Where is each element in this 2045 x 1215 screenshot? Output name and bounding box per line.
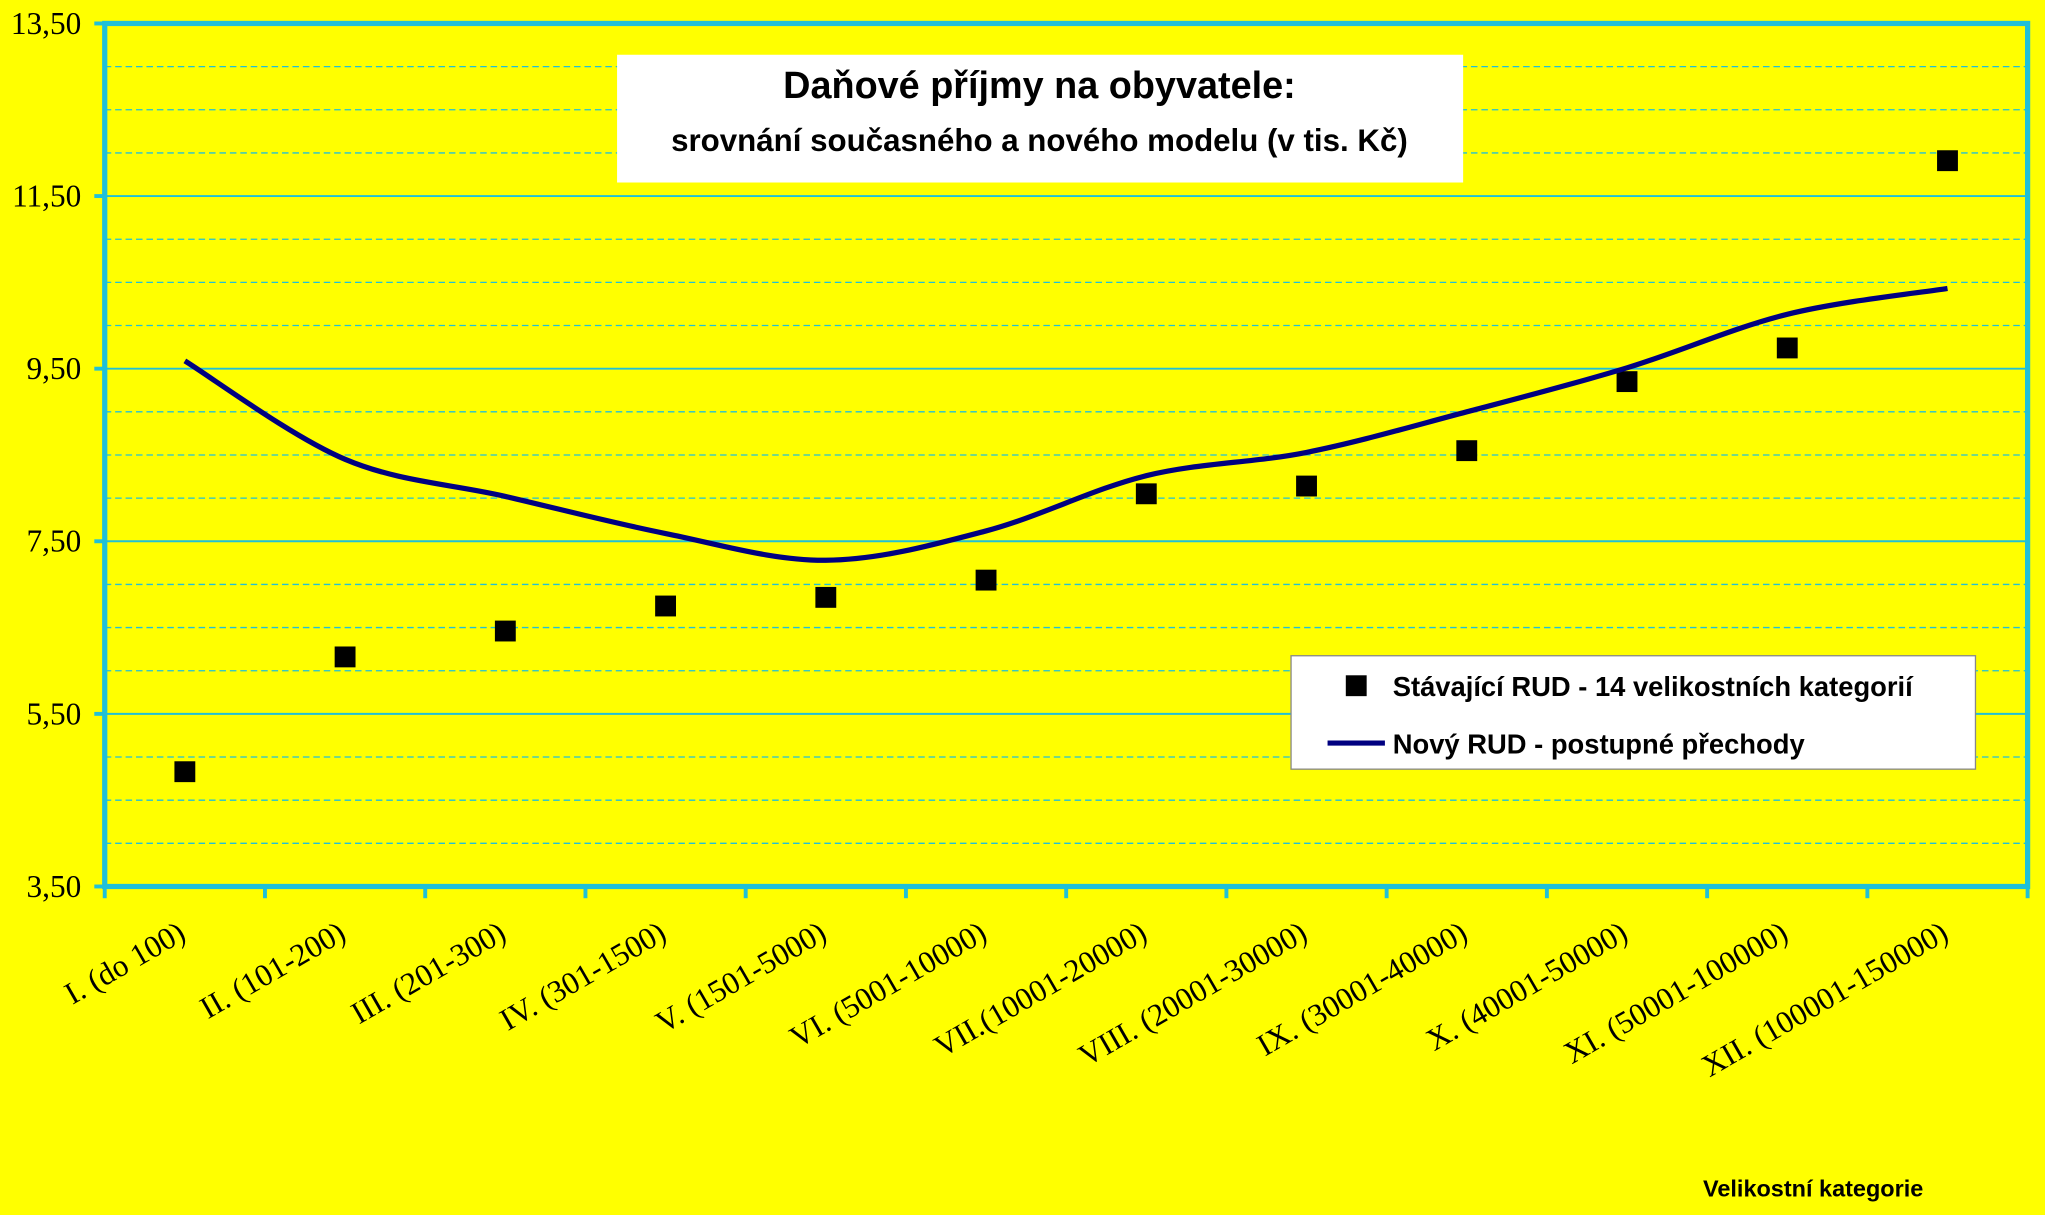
marker bbox=[1456, 440, 1478, 462]
y-tick-label: 3,50 bbox=[27, 869, 82, 904]
marker bbox=[1616, 371, 1638, 393]
marker bbox=[815, 586, 837, 608]
legend-label: Stávající RUD - 14 velikostních kategori… bbox=[1393, 671, 1914, 702]
y-tick-label: 13,50 bbox=[11, 6, 81, 41]
y-tick-label: 11,50 bbox=[12, 178, 81, 213]
line bbox=[183, 285, 1948, 563]
marker bbox=[494, 620, 516, 642]
legend bbox=[1290, 655, 1977, 770]
y-tick-label: 7,50 bbox=[27, 524, 82, 559]
marker bbox=[975, 569, 997, 591]
y-tick-label: 9,50 bbox=[27, 351, 82, 386]
x-axis-label: Velikostní kategorie bbox=[1703, 1176, 1923, 1202]
marker bbox=[1296, 475, 1317, 497]
marker bbox=[1135, 483, 1157, 505]
title-box bbox=[617, 54, 1464, 183]
chart-title: Daňové příjmy na obyvatele: bbox=[783, 65, 1296, 107]
marker bbox=[1937, 150, 1958, 172]
marker bbox=[174, 761, 196, 783]
marker bbox=[334, 646, 356, 668]
y-tick-label: 5,50 bbox=[27, 696, 82, 731]
legend-label: Nový RUD - postupné přechody bbox=[1393, 729, 1806, 760]
marker bbox=[655, 595, 677, 617]
legend-marker bbox=[1345, 675, 1367, 697]
chart-subtitle: srovnání současného a nového modelu (v t… bbox=[671, 123, 1408, 158]
marker bbox=[1776, 337, 1798, 359]
